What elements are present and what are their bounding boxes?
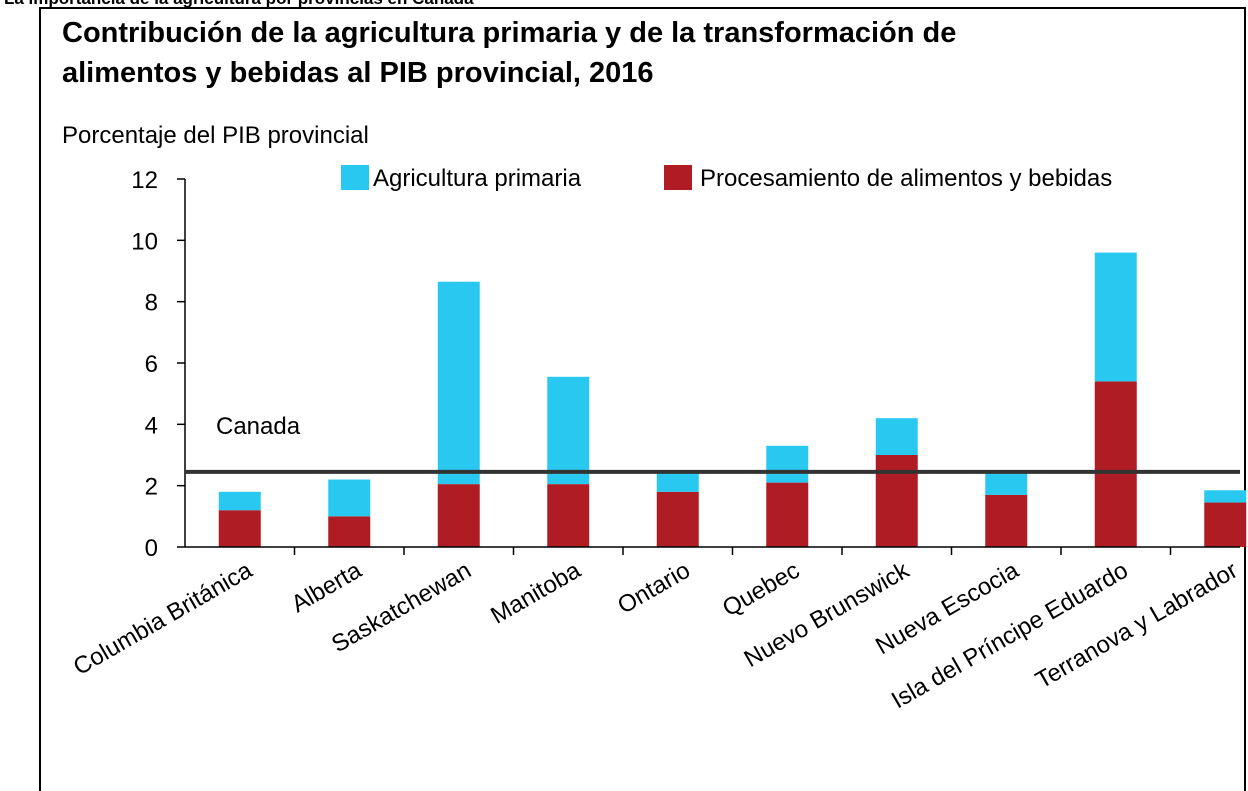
x-tick-label: Terranova y Labrador: [1031, 557, 1242, 694]
bar-segment: [437, 281, 480, 485]
bar-segment: [1094, 381, 1137, 547]
bar-segment: [218, 510, 261, 547]
reference-label: Canada: [216, 413, 301, 440]
bar-segment: [1204, 502, 1247, 547]
legend-label: Agricultura primaria: [373, 165, 582, 192]
bar-segment: [766, 482, 809, 547]
y-tick-label: 2: [145, 474, 158, 501]
bar-segment: [328, 516, 371, 547]
chart-title: alimentos y bebidas al PIB provincial, 2…: [62, 57, 654, 89]
bar-segment: [985, 470, 1028, 495]
legend-swatch: [664, 165, 692, 190]
bar-segment: [875, 455, 918, 547]
bar-segment: [547, 484, 590, 547]
y-tick-label: 4: [145, 412, 158, 439]
bar-segment: [1204, 490, 1247, 503]
legend-label: Procesamiento de alimentos y bebidas: [700, 165, 1112, 192]
x-tick-label: Manitoba: [486, 556, 586, 629]
bar-segment: [328, 479, 371, 517]
bar-segment: [985, 494, 1028, 547]
legend-swatch: [341, 165, 369, 190]
y-axis-label: Porcentaje del PIB provincial: [62, 122, 369, 149]
y-tick-label: 6: [145, 351, 158, 378]
x-tick-label: Columbia Británica: [69, 556, 258, 680]
bar-segment: [656, 491, 699, 547]
x-tick-label: Alberta: [287, 556, 367, 618]
y-tick-label: 12: [131, 167, 158, 194]
y-tick-label: 10: [131, 228, 158, 255]
bar-segment: [218, 491, 261, 511]
bar-segment: [656, 473, 699, 492]
y-tick-label: 8: [145, 290, 158, 317]
bar-segment: [766, 445, 809, 483]
bar-segment: [437, 484, 480, 547]
x-tick-label: Quebec: [718, 557, 804, 622]
bar-segment: [875, 418, 918, 455]
frame: [39, 7, 1246, 791]
bar-segment: [1094, 252, 1137, 382]
chart-title: Contribución de la agricultura primaria …: [62, 17, 956, 49]
y-tick-label: 0: [145, 535, 158, 562]
header: La importancia de la agricultura por pro…: [4, 0, 474, 8]
bar-segment: [547, 376, 590, 485]
x-tick-label: Ontario: [613, 557, 695, 620]
